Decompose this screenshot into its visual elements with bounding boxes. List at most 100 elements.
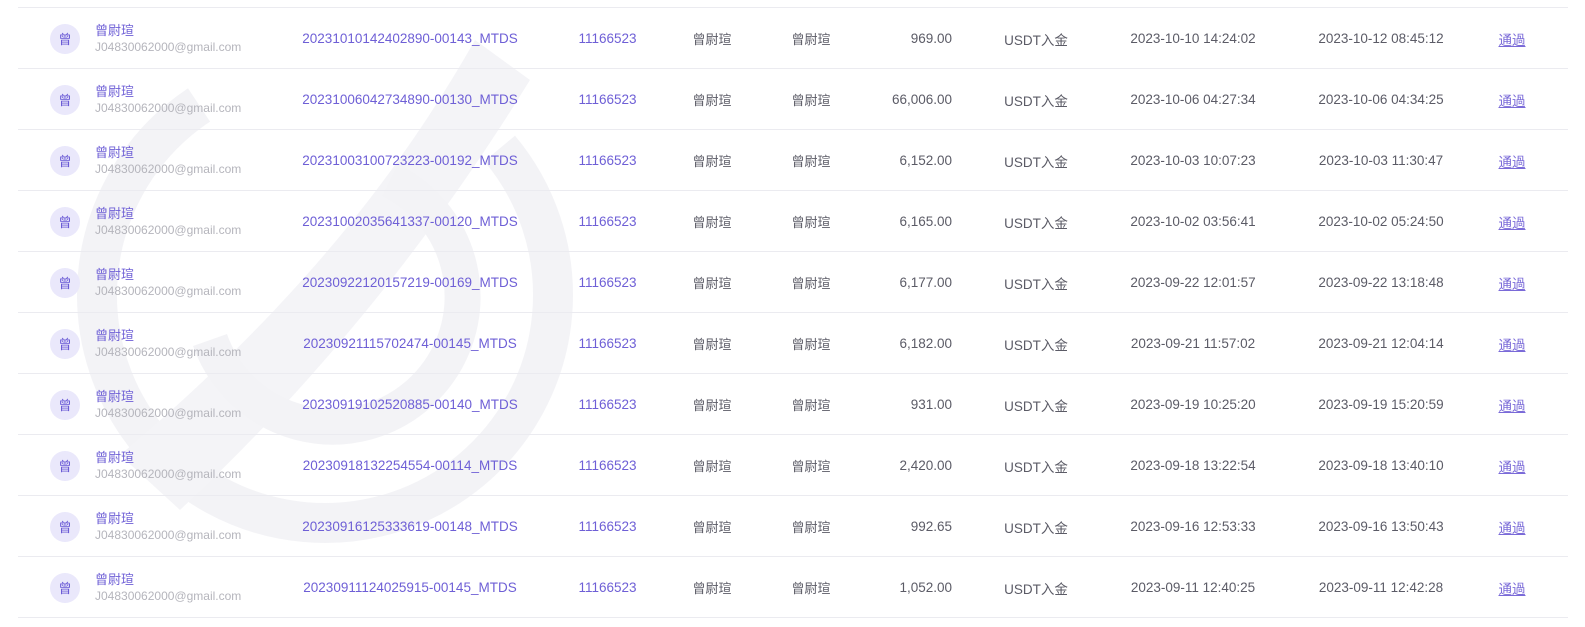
user-id-link[interactable]: 11166523 [578,336,637,351]
order-number-link[interactable]: 20231010142402890-00143_MTDS [302,31,518,46]
order-number-link[interactable]: 20230911124025915-00145_MTDS [303,580,517,595]
deposit-type: USDT入金 [1004,459,1068,475]
user-id-link[interactable]: 11166523 [578,92,637,107]
payee-name: 曾尉瑄 [791,93,831,108]
order-number-link[interactable]: 20230918132254554-00114_MTDS [302,458,518,473]
status-cell: 通過 [1491,517,1533,537]
payer-name: 曾尉瑄 [692,32,732,47]
status-link[interactable]: 通過 [1498,398,1526,414]
user-name-link[interactable]: 曾尉瑄 [95,266,135,282]
order-number-link[interactable]: 20231003100723223-00192_MTDS [302,153,518,168]
status-link[interactable]: 通過 [1498,459,1526,475]
user-name-link[interactable]: 曾尉瑄 [95,144,135,160]
created-time: 2023-09-19 10:25:20 [1130,397,1256,412]
deposit-type-cell: USDT入金 [957,212,1115,232]
deposit-type-cell: USDT入金 [957,395,1115,415]
user-cell: 曾尉瑄 J04830062000@gmail.com [90,510,285,542]
reviewed-time: 2023-10-06 04:34:25 [1318,92,1444,107]
created-time: 2023-10-10 14:24:02 [1130,31,1256,46]
table-row: 曾 曾尉瑄 J04830062000@gmail.com 20230919102… [0,374,1585,435]
user-id-cell: 11166523 [535,92,680,107]
avatar-initial: 曾 [58,459,72,474]
user-name-link[interactable]: 曾尉瑄 [95,510,135,526]
status-link[interactable]: 通過 [1498,276,1526,292]
payee-name: 曾尉瑄 [791,520,831,535]
user-email: J04830062000@gmail.com [95,100,242,115]
user-id-cell: 11166523 [535,458,680,473]
avatar-initial: 曾 [58,276,72,291]
status-link[interactable]: 通過 [1498,337,1526,353]
status-cell: 通過 [1491,578,1533,598]
deposit-type: USDT入金 [1004,337,1068,353]
status-link[interactable]: 通過 [1498,215,1526,231]
amount-cell: 6,177.00 [878,275,957,290]
amount-cell: 6,165.00 [878,214,957,229]
order-number-link[interactable]: 20230919102520885-00140_MTDS [302,397,518,412]
user-cell: 曾尉瑄 J04830062000@gmail.com [90,22,285,54]
status-link[interactable]: 通過 [1498,32,1526,48]
table-row: 曾 曾尉瑄 J04830062000@gmail.com 20230922120… [0,252,1585,313]
user-email: J04830062000@gmail.com [95,405,242,420]
user-email: J04830062000@gmail.com [95,344,242,359]
payee-name: 曾尉瑄 [791,398,831,413]
user-name-link[interactable]: 曾尉瑄 [95,388,135,404]
user-name-link[interactable]: 曾尉瑄 [95,83,135,99]
user-id-link[interactable]: 11166523 [578,458,637,473]
reviewed-time: 2023-10-12 08:45:12 [1318,31,1444,46]
user-id-link[interactable]: 11166523 [578,153,637,168]
user-name-link[interactable]: 曾尉瑄 [95,449,135,465]
user-name-link[interactable]: 曾尉瑄 [95,22,135,38]
status-link[interactable]: 通過 [1498,581,1526,597]
deposit-type: USDT入金 [1004,32,1068,48]
order-number-cell: 20230911124025915-00145_MTDS [285,580,535,595]
user-id-link[interactable]: 11166523 [578,397,637,412]
status-link[interactable]: 通過 [1498,93,1526,109]
reviewed-time-cell: 2023-09-18 13:40:10 [1271,458,1491,473]
amount-value: 6,152.00 [899,153,952,168]
created-time-cell: 2023-09-19 10:25:20 [1115,397,1271,412]
payee-name-cell: 曾尉瑄 [744,395,878,414]
status-link[interactable]: 通過 [1498,154,1526,170]
user-id-link[interactable]: 11166523 [578,519,637,534]
reviewed-time-cell: 2023-09-21 12:04:14 [1271,336,1491,351]
user-avatar: 曾 [50,145,80,176]
reviewed-time-cell: 2023-10-06 04:34:25 [1271,92,1491,107]
user-avatar: 曾 [50,206,80,237]
status-cell: 通過 [1491,456,1533,476]
order-number-link[interactable]: 20231006042734890-00130_MTDS [302,92,518,107]
status-cell: 通過 [1491,395,1533,415]
table-row: 曾 曾尉瑄 J04830062000@gmail.com 20231002035… [0,191,1585,252]
avatar-initial: 曾 [58,337,72,352]
avatar-cell: 曾 [0,511,90,542]
order-number-link[interactable]: 20230921115702474-00145_MTDS [303,336,517,351]
user-cell: 曾尉瑄 J04830062000@gmail.com [90,144,285,176]
order-number-link[interactable]: 20230916125333619-00148_MTDS [302,519,518,534]
user-id-link[interactable]: 11166523 [578,275,637,290]
order-number-cell: 20231003100723223-00192_MTDS [285,153,535,168]
reviewed-time: 2023-09-19 15:20:59 [1318,397,1444,412]
amount-cell: 6,182.00 [878,336,957,351]
status-link[interactable]: 通過 [1498,520,1526,536]
table-row: 曾 曾尉瑄 J04830062000@gmail.com 20230918132… [0,435,1585,496]
avatar-initial: 曾 [58,398,72,413]
user-avatar: 曾 [50,572,80,603]
user-name-link[interactable]: 曾尉瑄 [95,327,135,343]
amount-cell: 6,152.00 [878,153,957,168]
user-avatar: 曾 [50,267,80,298]
user-id-link[interactable]: 11166523 [578,580,637,595]
status-cell: 通過 [1491,334,1533,354]
deposit-type: USDT入金 [1004,215,1068,231]
amount-value: 2,420.00 [899,458,952,473]
avatar-initial: 曾 [58,520,72,535]
order-number-link[interactable]: 20230922120157219-00169_MTDS [302,275,518,290]
user-name-link[interactable]: 曾尉瑄 [95,571,135,587]
user-id-link[interactable]: 11166523 [578,214,637,229]
user-email: J04830062000@gmail.com [95,527,242,542]
status-cell: 通過 [1491,273,1533,293]
user-name-link[interactable]: 曾尉瑄 [95,205,135,221]
order-number-link[interactable]: 20231002035641337-00120_MTDS [302,214,518,229]
user-id-link[interactable]: 11166523 [578,31,637,46]
payer-name-cell: 曾尉瑄 [680,90,744,109]
status-cell: 通過 [1491,212,1533,232]
payee-name: 曾尉瑄 [791,459,831,474]
